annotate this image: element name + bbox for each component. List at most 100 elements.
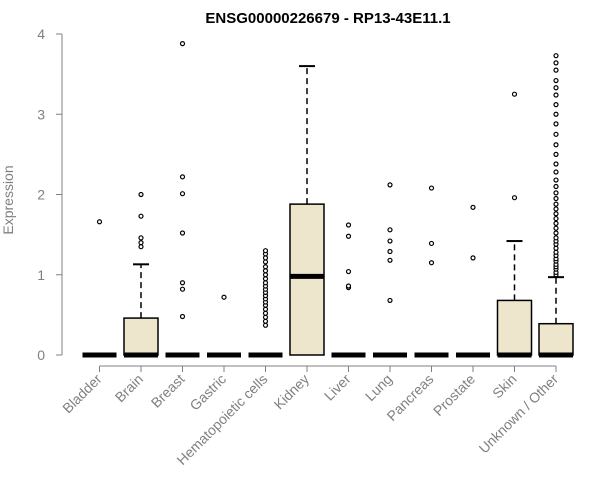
outlier-point (138, 191, 144, 198)
x-tick-label: Skin (489, 371, 520, 402)
box-group (496, 91, 533, 358)
outlier-point (553, 225, 559, 231)
box-group (331, 222, 366, 358)
outlier-point (553, 245, 559, 251)
outlier-point (553, 151, 559, 157)
y-tick-label: 0 (37, 347, 45, 363)
outlier-point (553, 201, 559, 207)
outlier-point (138, 213, 144, 219)
outlier-point (96, 219, 103, 225)
outlier-point (262, 264, 269, 270)
outlier-point (553, 183, 559, 190)
outlier-point (138, 244, 144, 250)
outlier-point (179, 230, 186, 236)
outlier-point (553, 169, 559, 175)
box-iqr (538, 322, 574, 356)
outlier-point (262, 322, 269, 328)
x-tick-label: Brain (112, 371, 146, 405)
box-group (456, 204, 490, 358)
outlier-point (387, 257, 393, 263)
outlier-point (262, 280, 269, 286)
outlier-point (387, 248, 393, 255)
outlier-point (387, 297, 393, 304)
outlier-point (553, 211, 559, 217)
outlier-point (262, 259, 269, 265)
y-tick-label: 3 (37, 106, 45, 122)
outlier-point (179, 174, 186, 180)
outlier-point (553, 85, 559, 91)
outlier-point (179, 286, 186, 292)
box-iqr (123, 317, 159, 356)
box-group (373, 182, 407, 358)
outlier-point (470, 255, 476, 261)
outlier-point (511, 195, 518, 201)
x-tick-label: Bladder (59, 371, 105, 417)
outlier-point (221, 294, 227, 300)
outlier-point (428, 260, 435, 266)
outlier-point (553, 161, 559, 167)
outlier-point (553, 190, 559, 196)
outlier-point (345, 283, 352, 289)
x-tick-label: Prostate (430, 371, 478, 419)
outlier-point (345, 233, 352, 239)
box-series (82, 41, 574, 358)
outlier-point (553, 102, 559, 108)
x-tick-label: Kidney (271, 371, 313, 413)
outlier-point (179, 280, 186, 286)
outlier-point (511, 91, 518, 97)
outlier-point (553, 249, 559, 255)
outlier-point (387, 227, 393, 233)
x-tick-label: Lung (362, 371, 395, 404)
outlier-point (138, 235, 144, 241)
outlier-point (553, 215, 559, 222)
chart-title: ENSG00000226679 - RP13-43E11.1 (205, 10, 450, 27)
box-iqr (289, 203, 325, 356)
outlier-point (553, 67, 559, 73)
outlier-point (138, 240, 144, 246)
y-axis: 0 1 2 3 4 (37, 26, 63, 363)
outlier-point (553, 206, 559, 212)
outlier-point (262, 272, 269, 278)
outlier-point (470, 204, 476, 210)
outlier-point (553, 131, 559, 137)
outlier-point (262, 255, 269, 261)
outlier-point (345, 268, 352, 275)
y-tick-label: 1 (37, 267, 45, 283)
box-group (123, 191, 159, 358)
outlier-point (179, 313, 186, 320)
box-group (248, 248, 283, 358)
outlier-point (553, 235, 559, 241)
outlier-point (262, 318, 269, 324)
outlier-point (387, 238, 393, 244)
y-tick-label: 2 (37, 187, 45, 203)
outlier-point (553, 220, 559, 226)
outlier-point (553, 60, 559, 66)
outlier-point (179, 191, 186, 197)
box-group (289, 65, 325, 356)
box-group (82, 219, 117, 358)
outlier-point (553, 53, 559, 59)
outlier-point (553, 92, 559, 98)
outlier-point (262, 276, 269, 282)
x-tick-label: Unknown / Other (476, 371, 562, 457)
x-tick-label: Breast (148, 371, 188, 411)
outlier-point (553, 77, 559, 84)
outlier-point (387, 182, 393, 188)
outlier-point (553, 142, 559, 148)
outlier-point (553, 111, 559, 117)
outlier-point (553, 230, 559, 236)
outlier-point (262, 310, 269, 316)
box-group (207, 294, 241, 358)
box-group (538, 53, 574, 358)
x-tick-label: Liver (321, 371, 354, 404)
box-group (414, 185, 449, 358)
outlier-point (262, 248, 269, 254)
box-group (165, 41, 200, 358)
outlier-point (262, 306, 269, 312)
y-tick-label: 4 (37, 26, 45, 42)
outlier-point (345, 222, 352, 228)
outlier-point (553, 121, 559, 127)
outlier-point (553, 177, 559, 183)
